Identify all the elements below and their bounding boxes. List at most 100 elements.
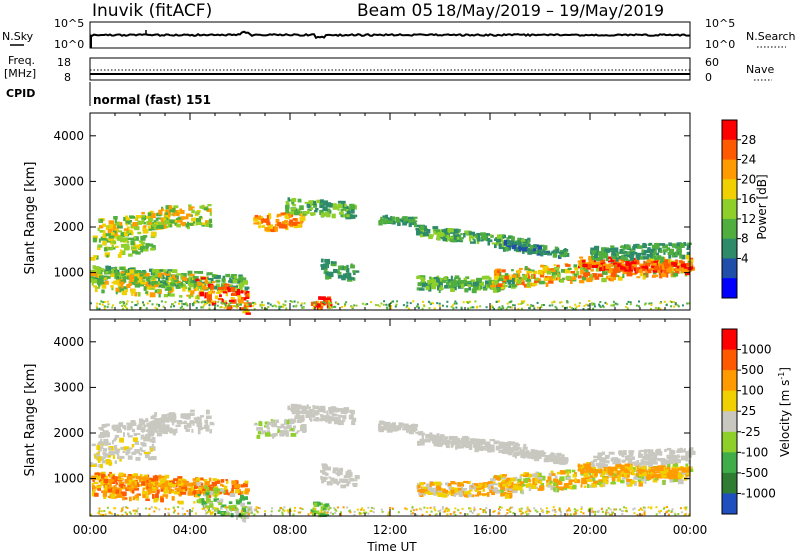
heatmap-cell [536, 301, 539, 304]
heatmap-cell [147, 275, 153, 280]
heatmap-cell [681, 263, 685, 268]
heatmap-cell [622, 248, 625, 253]
heatmap-cell [97, 227, 100, 232]
heatmap-cell [425, 285, 430, 291]
heatmap-cell [532, 473, 538, 478]
heatmap-cell [219, 306, 222, 309]
heatmap-cell [268, 215, 272, 220]
heatmap-cell [609, 508, 612, 511]
heatmap-cell [391, 221, 396, 225]
heatmap-cell [554, 305, 557, 308]
heatmap-cell [507, 441, 513, 446]
heatmap-cell [510, 306, 513, 309]
heatmap-cell [497, 511, 500, 514]
heatmap-cell [164, 271, 169, 275]
heatmap-cell [626, 466, 632, 472]
heatmap-cell [322, 479, 327, 482]
heatmap-cell [298, 199, 302, 203]
heatmap-cell [185, 415, 191, 420]
heatmap-cell [267, 422, 271, 426]
heatmap-cell [331, 213, 336, 219]
heatmap-cell [183, 488, 188, 492]
heatmap-cell [142, 426, 146, 429]
heatmap-cell [181, 480, 187, 483]
heatmap-cell [469, 235, 475, 239]
heatmap-cell [120, 491, 127, 497]
heatmap-cell [611, 476, 616, 481]
heatmap-cell [140, 442, 146, 446]
heatmap-cell [148, 217, 153, 222]
heatmap-cell [96, 445, 100, 450]
heatmap-cell [290, 432, 297, 437]
heatmap-cell [137, 273, 140, 279]
heatmap-cell [122, 496, 126, 501]
heatmap-cell [142, 276, 146, 280]
heatmap-cell [420, 276, 424, 280]
heatmap-cell [113, 224, 116, 229]
noise-sky-line [89, 30, 691, 40]
heatmap-cell [126, 422, 132, 425]
heatmap-cell [489, 234, 492, 237]
heatmap-cell [542, 270, 548, 273]
heatmap-cell [640, 471, 644, 475]
heatmap-cell [343, 214, 346, 218]
heatmap-cell [322, 468, 326, 471]
heatmap-cell [669, 449, 674, 455]
heatmap-cell [134, 273, 138, 277]
heatmap-cell [117, 454, 120, 460]
heatmap-cell [587, 304, 590, 307]
heatmap-cell [578, 262, 581, 266]
heatmap-cell [147, 215, 152, 218]
heatmap-cell [205, 505, 211, 508]
heatmap-cell [162, 415, 165, 418]
heatmap-cell [435, 487, 442, 492]
heatmap-cell [685, 463, 689, 467]
heatmap-cell [150, 456, 157, 461]
heatmap-cell [179, 295, 183, 298]
heatmap-cell [197, 301, 200, 304]
heatmap-cell [132, 482, 135, 487]
noise-right-tick-top: 10^5 [705, 17, 735, 30]
heatmap-cell [660, 465, 666, 468]
heatmap-cell [475, 486, 482, 489]
heatmap-cell [99, 225, 104, 229]
heatmap-cell [642, 268, 645, 271]
heatmap-cell [633, 461, 638, 467]
heatmap-cell [109, 473, 116, 476]
heatmap-cell [554, 487, 558, 493]
heatmap-cell [154, 497, 160, 501]
heatmap-cell [479, 483, 486, 487]
heatmap-cell [674, 302, 677, 305]
heatmap-cell [133, 269, 136, 272]
heatmap-cell [228, 284, 233, 287]
heatmap-cell [432, 302, 434, 305]
heatmap-cell [159, 478, 166, 483]
heatmap-cell [165, 215, 169, 218]
heatmap-cell [291, 198, 297, 202]
heatmap-cell [156, 307, 159, 310]
heatmap-cell [112, 455, 116, 459]
heatmap-cell [432, 279, 437, 284]
heatmap-cell [617, 474, 622, 478]
heatmap-cell [473, 440, 478, 443]
heatmap-cell [642, 472, 647, 476]
heatmap-cell [581, 275, 587, 281]
heatmap-cell [564, 248, 567, 252]
heatmap-cell [337, 274, 343, 279]
heatmap-cell [462, 301, 465, 304]
heatmap-cell [415, 305, 418, 308]
heatmap-cell [275, 419, 279, 423]
heatmap-cell [223, 306, 226, 309]
heatmap-cell [231, 488, 234, 492]
heatmap-cell [211, 302, 214, 306]
heatmap-cell [445, 482, 449, 486]
heatmap-cell [94, 288, 98, 293]
heatmap-cell [168, 276, 173, 281]
heatmap-cell [204, 301, 207, 303]
heatmap-cell [294, 210, 300, 216]
heatmap-cell [605, 481, 609, 485]
heatmap-cell [685, 454, 690, 459]
heatmap-cell [556, 273, 561, 278]
heatmap-cell [328, 300, 331, 303]
